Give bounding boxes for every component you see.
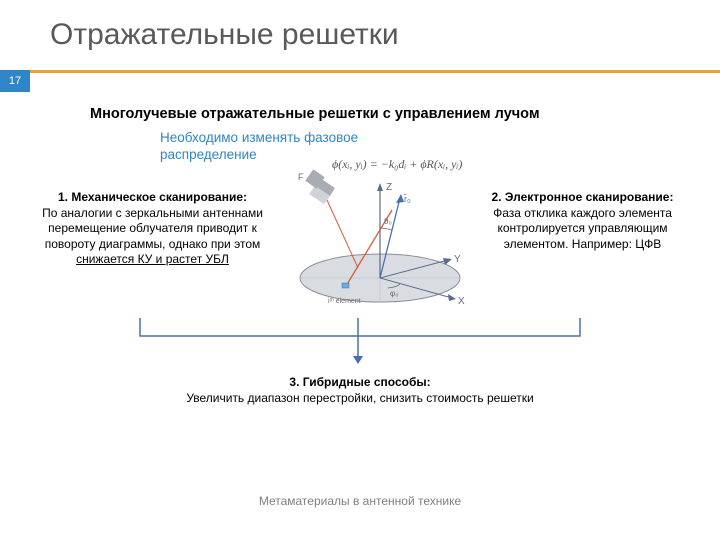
element-label: iᵗʰ element [328,298,361,305]
x-label: X [458,296,465,307]
block2-heading: 2. Электронное сканирование: [475,190,690,206]
feed-label: F [298,172,304,182]
theta-label: θ₀ [384,217,392,226]
page-number-badge: 17 [0,70,30,92]
beam-r0-arrow [396,194,404,203]
z-label: Z [386,182,392,193]
block3-body: Увеличить диапазон перестройки, снизить … [0,391,720,407]
block-mechanical: 1. Механическое сканирование: По аналоги… [40,190,265,268]
reflectarray-diagram: Z X Y r̂₀ iᵗʰ element θ₀ φ₀ F [280,168,480,318]
feed-horn-icon [305,169,358,268]
connector-bracket [120,318,600,368]
block3-heading: 3. Гибридные способы: [0,375,720,391]
theta-arc [380,228,392,230]
block-hybrid: 3. Гибридные способы: Увеличить диапазон… [0,375,720,406]
phi-label: φ₀ [390,289,399,298]
subtitle: Многолучевые отражательные решетки c упр… [90,106,540,122]
block1-emph: снижается КУ и растет УБЛ [76,252,229,266]
r0-label: r̂₀ [403,193,411,204]
element-marker [342,283,349,288]
block1-body: По аналогии с зеркальными антеннами пере… [42,206,263,251]
footer-text: Метаматериалы в антенной технике [0,494,720,508]
block1-heading: 1. Механическое сканирование: [40,190,265,206]
y-label: Y [454,254,461,265]
z-arrow [377,183,383,191]
x-arrow [448,294,456,301]
title-underline [30,70,720,73]
block2-body: Фаза отклика каждого элемента контролиру… [493,206,672,251]
slide-title: Отражательные решетки [50,18,399,52]
block-electronic: 2. Электронное сканирование: Фаза отклик… [475,190,690,252]
